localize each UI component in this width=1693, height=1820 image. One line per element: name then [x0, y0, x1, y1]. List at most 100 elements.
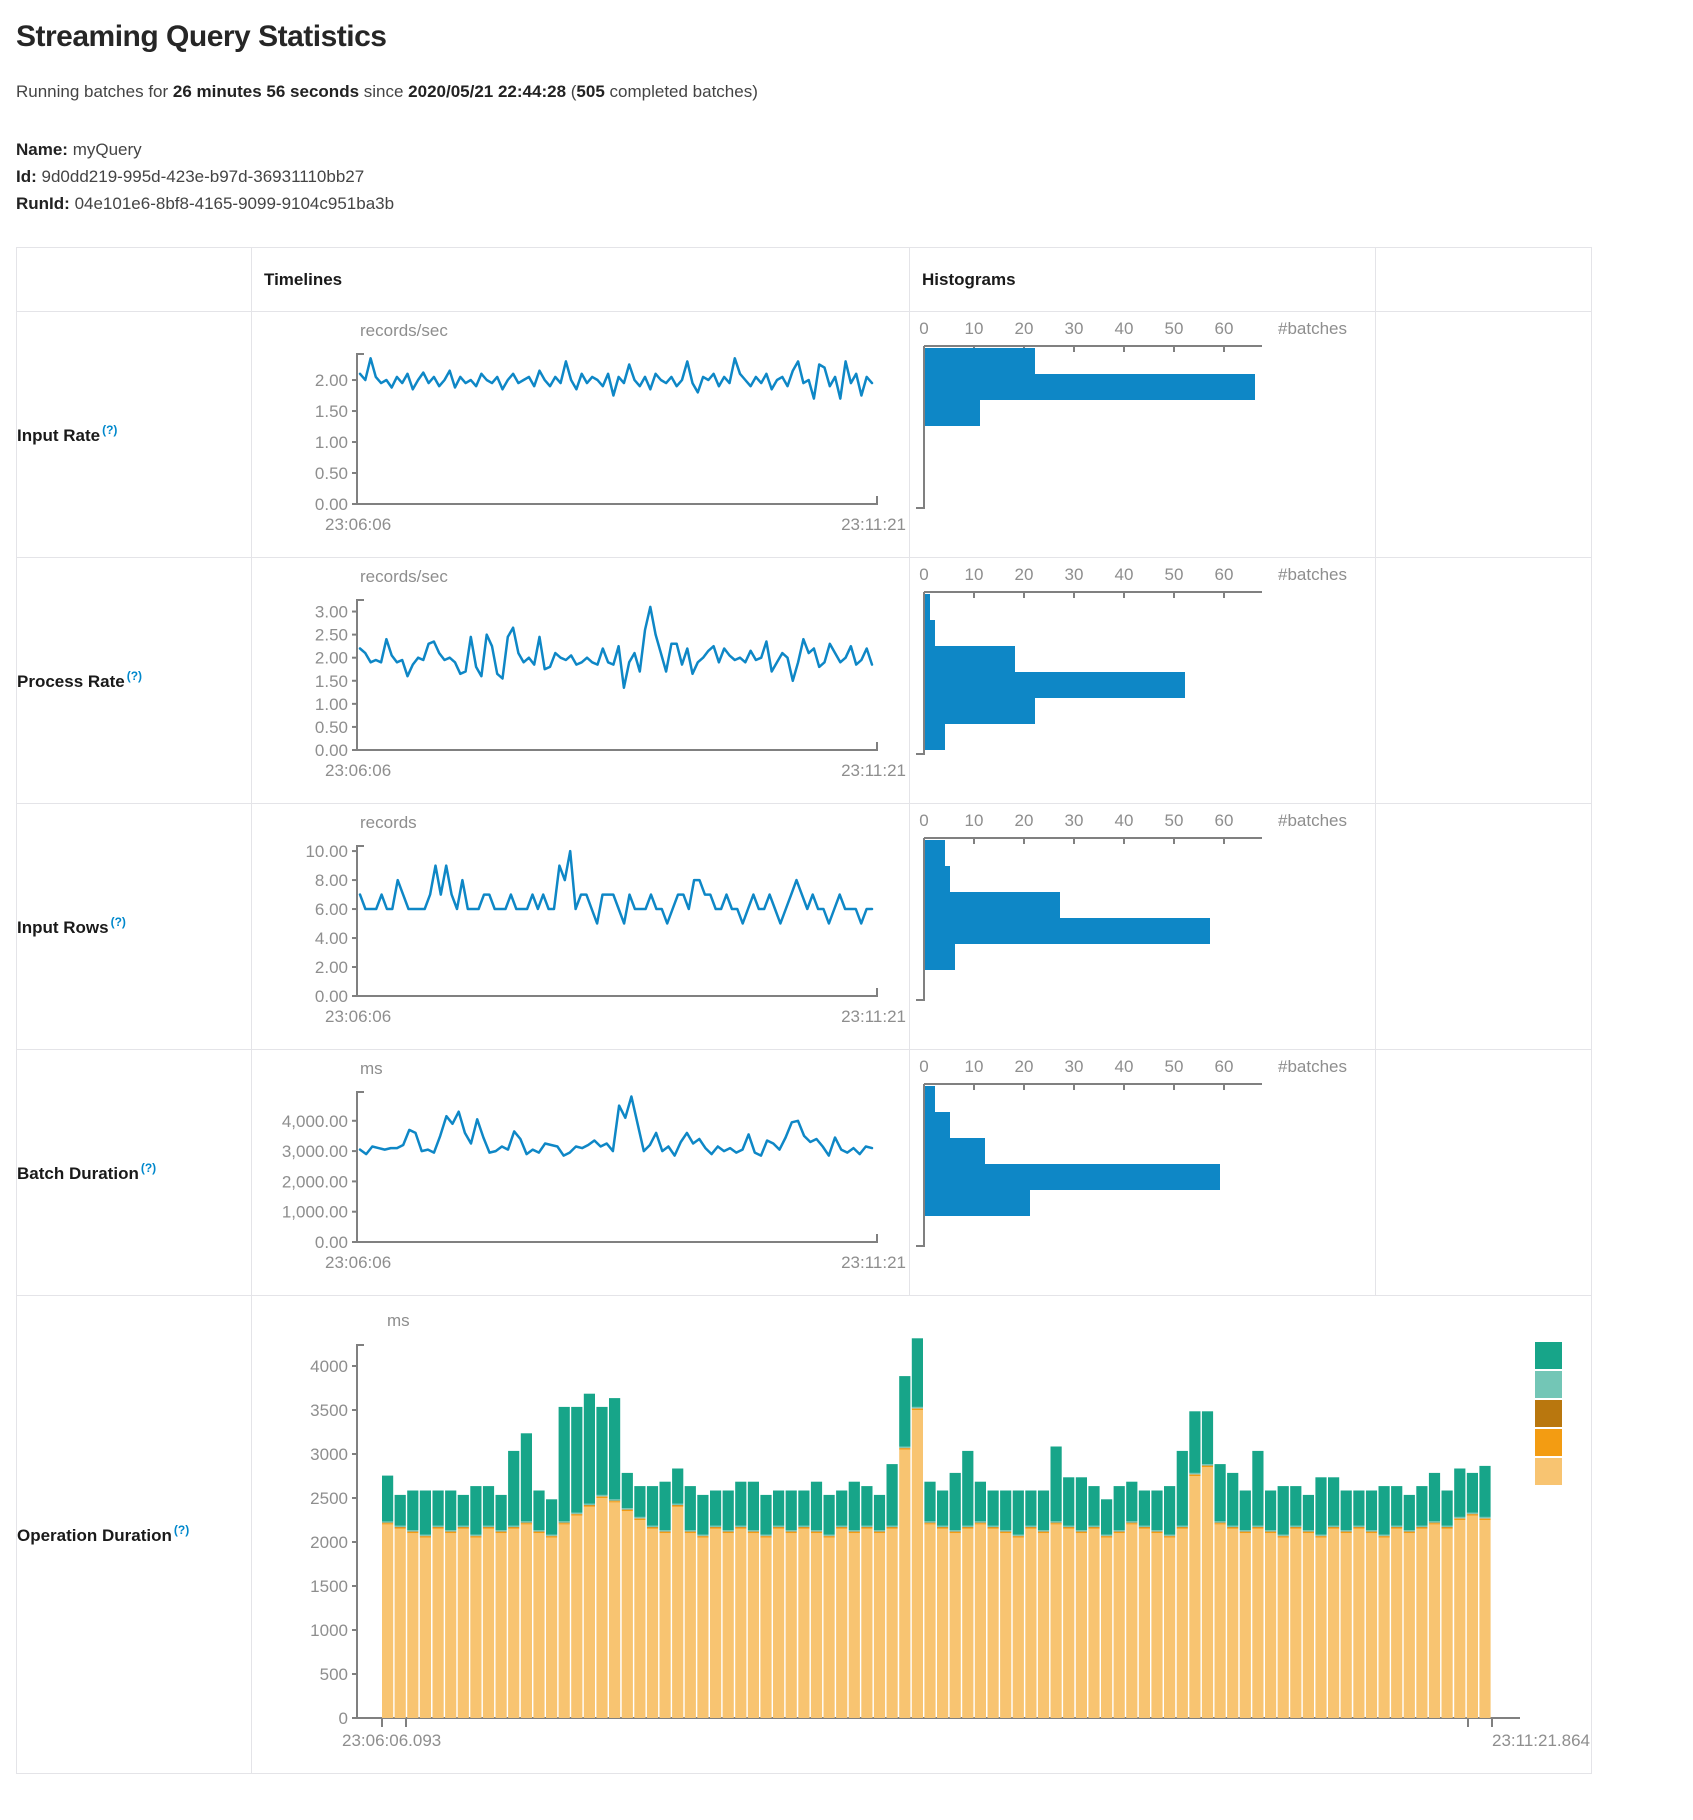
batch-duration-label: Batch Duration (?) [17, 1161, 157, 1183]
query-runid-value: 04e101e6-8bf8-4165-9099-9104c951ba3b [74, 194, 395, 213]
operation-duration-help-icon[interactable]: (?) [173, 1523, 190, 1538]
input-rate-help-icon[interactable]: (?) [102, 423, 118, 438]
process-rate-label: Process Rate (?) [17, 669, 143, 691]
input-rows-label-cell: Input Rows (?) [16, 803, 252, 1050]
input-rows-histogram-chart: 0 10 20 30 40 50 60 #batches [910, 804, 1375, 1049]
svg-text:30: 30 [1065, 565, 1084, 584]
process-rate-histogram-chart: 0 10 20 30 40 50 60 #batches [910, 558, 1375, 803]
input-rows-help-icon[interactable]: (?) [110, 915, 126, 930]
completed-batches-count: 505 [576, 82, 605, 101]
process-rate-help-icon[interactable]: (?) [126, 669, 143, 684]
svg-text:23:06:06: 23:06:06 [325, 1253, 391, 1272]
operation-duration-stacked-chart: ms 0 500 1000 1500 2000 2500 3000 3500 4000 23:06:… [252, 1300, 1591, 1770]
input-rate-label: Input Rate (?) [17, 423, 118, 445]
svg-text:1.50: 1.50 [315, 672, 348, 691]
svg-text:40: 40 [1115, 811, 1134, 830]
svg-text:ms: ms [360, 1059, 383, 1078]
svg-text:#batches: #batches [1278, 1057, 1347, 1076]
input-rate-timeline-chart: records/sec 0.00 0.50 1.00 1.50 2.00 23:06:06 2… [252, 312, 909, 557]
query-name-line: Name: myQuery [16, 136, 1677, 163]
svg-text:4000: 4000 [310, 1357, 348, 1376]
process-rate-timeline-chart: records/sec 0.00 0.50 1.00 1.50 2.00 2.50 3.00 2… [252, 558, 909, 803]
process-rate-row: Process Rate (?) records/sec 0.00 0.50 1.00 1… [16, 557, 1592, 804]
histograms-header: Histograms [909, 247, 1376, 312]
empty-cell [1375, 803, 1592, 1050]
operation-duration-label: Operation Duration (?) [17, 1523, 190, 1545]
running-duration: 26 minutes 56 seconds [172, 82, 360, 101]
empty-cell [1375, 311, 1592, 558]
svg-text:40: 40 [1115, 1057, 1134, 1076]
batch-duration-help-icon[interactable]: (?) [140, 1161, 157, 1176]
running-batches-summary: Running batches for 26 minutes 56 second… [16, 82, 1677, 102]
svg-text:2.00: 2.00 [315, 649, 348, 668]
svg-text:23:11:21: 23:11:21 [841, 1007, 906, 1026]
svg-text:23:11:21: 23:11:21 [841, 1253, 906, 1272]
svg-text:23:06:06.093: 23:06:06.093 [342, 1731, 441, 1750]
query-metadata: Name: myQuery Id: 9d0dd219-995d-423e-b97… [16, 136, 1677, 217]
query-id-line: Id: 9d0dd219-995d-423e-b97d-36931110bb27 [16, 163, 1677, 190]
blank-header-cell [16, 247, 252, 312]
input-rate-label-cell: Input Rate (?) [16, 311, 252, 558]
svg-text:0: 0 [919, 1057, 928, 1076]
svg-text:0.00: 0.00 [315, 1233, 348, 1252]
svg-text:4.00: 4.00 [315, 929, 348, 948]
svg-text:60: 60 [1215, 565, 1234, 584]
svg-text:2.00: 2.00 [315, 371, 348, 390]
svg-text:0: 0 [919, 565, 928, 584]
svg-text:records/sec: records/sec [360, 321, 448, 340]
svg-text:23:06:06: 23:06:06 [325, 1007, 391, 1026]
svg-text:2500: 2500 [310, 1489, 348, 1508]
svg-text:23:11:21: 23:11:21 [841, 515, 906, 534]
svg-text:0: 0 [919, 811, 928, 830]
svg-text:50: 50 [1165, 1057, 1184, 1076]
summary-text: since [359, 82, 409, 101]
svg-text:1000: 1000 [310, 1621, 348, 1640]
svg-text:50: 50 [1165, 811, 1184, 830]
svg-text:3500: 3500 [310, 1401, 348, 1420]
svg-text:30: 30 [1065, 1057, 1084, 1076]
empty-cell [1375, 1049, 1592, 1296]
svg-text:30: 30 [1065, 319, 1084, 338]
svg-text:2,000.00: 2,000.00 [282, 1172, 348, 1191]
query-id-value: 9d0dd219-995d-423e-b97d-36931110bb27 [41, 167, 365, 186]
input-rate-row: Input Rate (?) records/sec 0.00 0.50 1.00 1.5… [16, 311, 1592, 558]
svg-text:0.00: 0.00 [315, 987, 348, 1006]
svg-text:3000: 3000 [310, 1445, 348, 1464]
svg-text:10: 10 [965, 1057, 984, 1076]
svg-text:0: 0 [919, 319, 928, 338]
svg-text:0.00: 0.00 [315, 495, 348, 514]
svg-text:3,000.00: 3,000.00 [282, 1142, 348, 1161]
svg-text:23:06:06: 23:06:06 [325, 761, 391, 780]
operation-duration-row: Operation Duration (?) ms 0 500 1000 1500 2000… [16, 1295, 1592, 1774]
start-timestamp: 2020/05/21 22:44:28 [408, 82, 567, 101]
svg-text:50: 50 [1165, 319, 1184, 338]
query-name-value: myQuery [72, 140, 142, 159]
page-title: Streaming Query Statistics [16, 20, 387, 53]
svg-text:50: 50 [1165, 565, 1184, 584]
svg-text:40: 40 [1115, 565, 1134, 584]
name-label: Name: [16, 140, 68, 159]
summary-text: ( [566, 82, 577, 101]
table-header-row: Timelines Histograms [16, 247, 1592, 312]
svg-text:#batches: #batches [1278, 319, 1347, 338]
svg-text:#batches: #batches [1278, 811, 1347, 830]
svg-text:2.00: 2.00 [315, 958, 348, 977]
svg-text:23:06:06: 23:06:06 [325, 515, 391, 534]
svg-text:20: 20 [1015, 565, 1034, 584]
svg-text:0: 0 [339, 1709, 348, 1728]
runid-label: RunId: [16, 194, 70, 213]
process-rate-label-cell: Process Rate (?) [16, 557, 252, 804]
query-runid-line: RunId: 04e101e6-8bf8-4165-9099-9104c951b… [16, 190, 1677, 217]
svg-text:0.50: 0.50 [315, 464, 348, 483]
empty-cell [1375, 557, 1592, 804]
svg-text:20: 20 [1015, 811, 1034, 830]
statistics-table: Timelines Histograms Input Rate (?) recor… [16, 247, 1592, 1774]
svg-text:6.00: 6.00 [315, 900, 348, 919]
svg-text:10: 10 [965, 811, 984, 830]
svg-text:10: 10 [965, 319, 984, 338]
batch-duration-label-cell: Batch Duration (?) [16, 1049, 252, 1296]
svg-text:1.00: 1.00 [315, 433, 348, 452]
svg-text:500: 500 [320, 1665, 348, 1684]
svg-text:10: 10 [965, 565, 984, 584]
svg-text:1.00: 1.00 [315, 695, 348, 714]
